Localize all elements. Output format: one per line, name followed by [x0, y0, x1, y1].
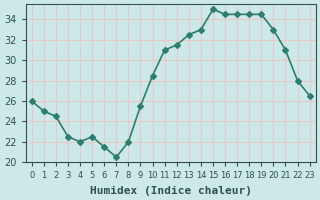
X-axis label: Humidex (Indice chaleur): Humidex (Indice chaleur)	[90, 186, 252, 196]
